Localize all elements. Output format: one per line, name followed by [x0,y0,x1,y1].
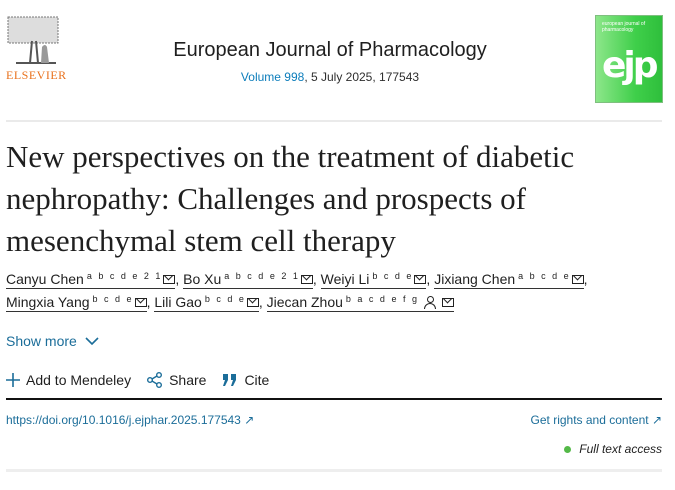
divider [6,398,662,400]
access-dot-icon [564,445,572,453]
email-icon [134,298,147,307]
cite-label: Cite [244,372,270,388]
external-link-icon: ↗ [651,412,662,427]
author-affiliations: a b c d e [518,271,571,281]
article-header: New perspectives on the treatment of dia… [6,136,666,472]
external-link-icon: ↗ [244,412,255,427]
author-name: Canyu Chen [6,271,84,287]
corresponding-author-icon [423,296,436,309]
author-affiliations: b c d e [92,294,134,304]
access-status: Full text access [6,442,662,457]
mendeley-label: Add to Mendeley [26,372,132,388]
issue-date: , 5 July 2025, 177543 [304,70,420,84]
author-link[interactable]: Jixiang Chen a b c d e [434,271,584,289]
share-label: Share [169,372,207,388]
show-more-label: Show more [6,333,77,349]
author-name: Jixiang Chen [434,271,516,287]
article-links: https://doi.org/10.1016/j.ejphar.2025.17… [6,413,662,428]
chevron-down-icon [85,337,99,346]
author-affiliations: a b c d e 2 1 [86,271,163,281]
email-icon [300,275,313,284]
email-icon [441,298,454,307]
elsevier-wordmark[interactable]: ELSEVIER [6,68,67,82]
author-affiliations: b a c d e f g [345,294,419,304]
author-name: Mingxia Yang [6,294,90,310]
access-label: Full text access [579,441,662,456]
author-link[interactable]: Canyu Chen a b c d e 2 1 [6,271,176,289]
author-link[interactable]: Mingxia Yang b c d e [6,294,147,312]
journal-cover-image[interactable]: european journal of pharmacology ejp [595,15,663,103]
get-rights-link[interactable]: Get rights and content ↗ [531,413,662,428]
doi-text: https://doi.org/10.1016/j.ejphar.2025.17… [6,412,241,427]
rights-text: Get rights and content [530,412,649,427]
article-actions: Add to Mendeley Share Cite [6,371,666,389]
cite-button[interactable]: Cite [222,371,269,389]
plus-icon [6,373,20,387]
add-to-mendeley-button[interactable]: Add to Mendeley [6,371,131,389]
author-link[interactable]: Weiyi Li b c d e [320,271,427,289]
author-link[interactable]: Jiecan Zhou b a c d e f g [266,294,454,312]
journal-title[interactable]: European Journal of Pharmacology [173,39,487,61]
author-list: Canyu Chen a b c d e 2 1, Bo Xu a b c d e … [6,271,588,312]
author-name: Jiecan Zhou [266,294,343,310]
email-icon [163,275,176,284]
article-title: New perspectives on the treatment of dia… [6,139,575,258]
author-name: Bo Xu [183,271,222,287]
cover-text: european journal of pharmacology [602,21,646,33]
cover-logo: ejp [602,45,659,86]
author-name: Weiyi Li [320,271,370,287]
email-icon [571,275,584,284]
author-affiliations: a b c d e 2 1 [224,271,300,281]
quote-icon [223,374,237,386]
author-affiliations: b c d e [372,271,414,281]
show-more-button[interactable]: Show more [6,332,99,350]
author-affiliations: b c d e [204,294,246,304]
share-button[interactable]: Share [147,371,206,389]
author-link[interactable]: Bo Xu a b c d e 2 1 [183,271,313,289]
email-icon [246,298,259,307]
divider [6,468,662,472]
share-icon [147,372,163,388]
author-name: Lili Gao [154,294,202,310]
journal-issue-info: Volume 998, 5 July 2025, 177543 [80,70,580,85]
email-icon [414,275,427,284]
volume-link[interactable]: Volume 998 [240,70,305,84]
divider [6,120,662,122]
elsevier-tree-logo[interactable] [6,15,66,67]
doi-link[interactable]: https://doi.org/10.1016/j.ejphar.2025.17… [6,413,254,428]
author-link[interactable]: Lili Gao b c d e [154,294,259,312]
